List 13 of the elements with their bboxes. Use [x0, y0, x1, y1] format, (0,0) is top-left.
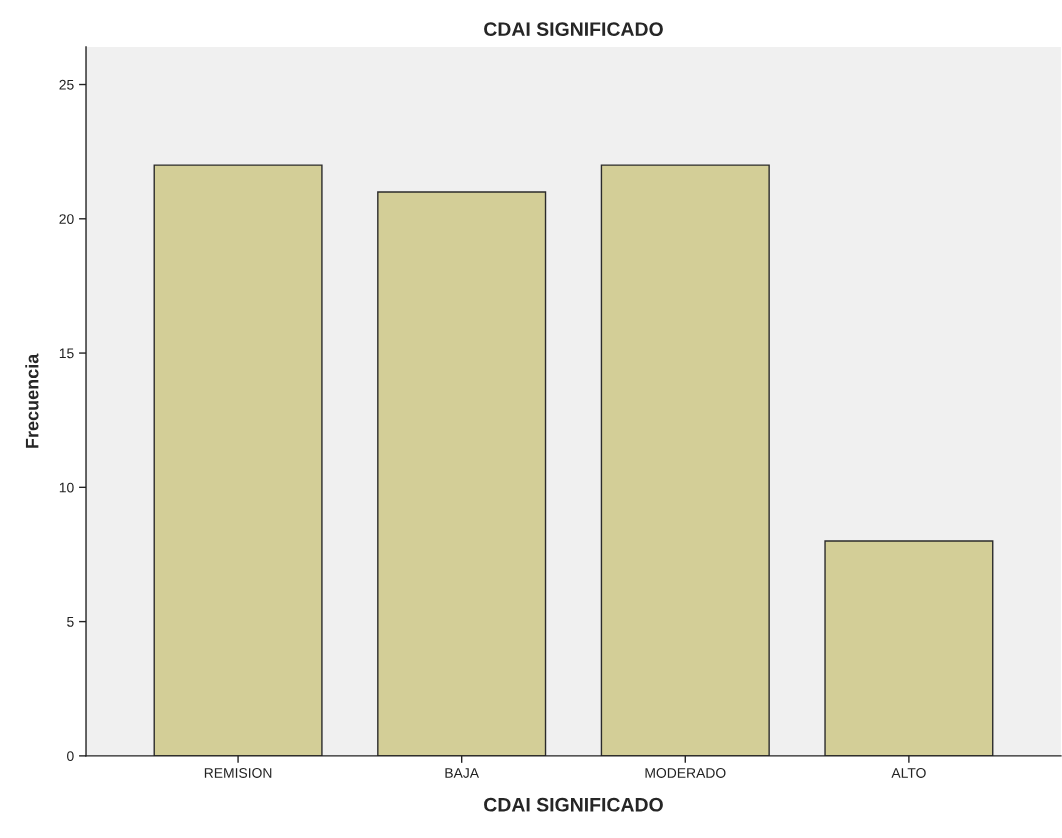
y-axis-title: Frecuencia: [25, 353, 39, 448]
y-tick-label: 10: [59, 482, 74, 493]
chart-title: CDAI SIGNIFICADO: [484, 22, 663, 37]
x-tick-label: MODERADO: [645, 768, 726, 778]
y-tick-label: 20: [59, 214, 74, 224]
x-tick-label: BAJA: [445, 768, 480, 778]
y-tick-label: 0: [67, 751, 74, 762]
x-tick-label: REMISION: [204, 768, 272, 778]
x-axis-title: CDAI SIGNIFICADO: [484, 797, 663, 812]
y-tick-label: 5: [67, 617, 74, 627]
x-tick-label: ALTO: [891, 768, 926, 778]
y-tick-label: 25: [59, 79, 74, 90]
y-tick-label: 15: [59, 348, 74, 359]
